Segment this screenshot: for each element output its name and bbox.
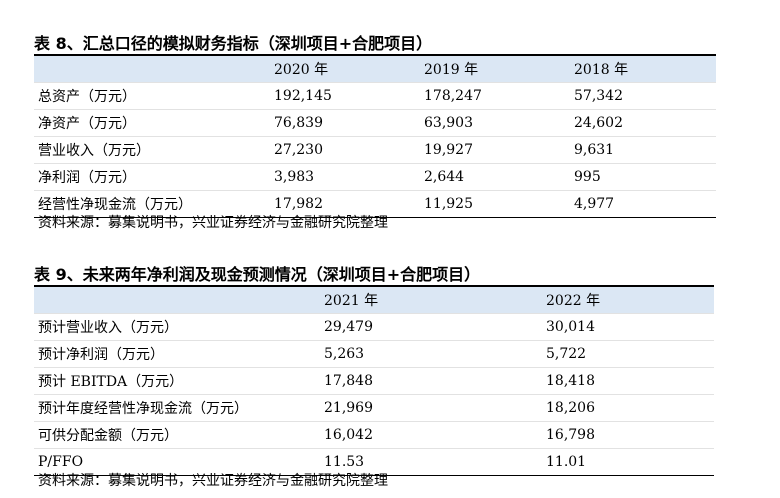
- table-row: 经营性净现金流（万元） 17,982 11,925 4,977: [34, 190, 716, 218]
- row-label: 可供分配金额（万元）: [34, 421, 324, 449]
- table-cell: 16,042: [324, 421, 546, 449]
- row-label: 预计营业收入（万元）: [34, 313, 324, 341]
- row-label: 预计 EBITDA（万元）: [34, 367, 324, 395]
- table-header-row: 2020 年 2019 年 2018 年: [34, 55, 716, 83]
- table-cell: 3,983: [274, 163, 424, 191]
- table-cell: 18,418: [546, 367, 714, 395]
- table-cell: 2022 年: [546, 286, 714, 314]
- table-9-title: 表 9、未来两年净利润及现金预测情况（深圳项目+合肥项目）: [34, 265, 481, 284]
- table-cell: 29,479: [324, 313, 546, 341]
- table-cell: 995: [574, 163, 716, 191]
- table-cell: 57,342: [574, 82, 716, 110]
- table-row: 净资产（万元） 76,839 63,903 24,602: [34, 109, 716, 137]
- table-row: P/FFO 11.53 11.01: [34, 448, 714, 476]
- row-label: 净利润（万元）: [34, 163, 274, 191]
- table-row: 预计年度经营性净现金流（万元） 21,969 18,206: [34, 394, 714, 422]
- row-label: P/FFO: [34, 448, 324, 476]
- table-cell: 11,925: [424, 190, 574, 218]
- table-row: 总资产（万元） 192,145 178,247 57,342: [34, 82, 716, 110]
- row-label: [34, 55, 274, 83]
- table-cell: 2019 年: [424, 55, 574, 83]
- table-row: 预计营业收入（万元） 29,479 30,014: [34, 313, 714, 341]
- table-cell: 21,969: [324, 394, 546, 422]
- table-8-title: 表 8、汇总口径的模拟财务指标（深圳项目+合肥项目）: [34, 34, 433, 53]
- table-cell: 18,206: [546, 394, 714, 422]
- table-header-row: 2021 年 2022 年: [34, 286, 714, 314]
- table-cell: 11.53: [324, 448, 546, 476]
- table-row: 净利润（万元） 3,983 2,644 995: [34, 163, 716, 191]
- row-label: 预计净利润（万元）: [34, 340, 324, 368]
- table-cell: 9,631: [574, 136, 716, 164]
- row-label: 经营性净现金流（万元）: [34, 190, 274, 218]
- table-9: 2021 年 2022 年预计营业收入（万元） 29,479 30,014 预计净利润（…: [34, 285, 714, 476]
- table-cell: 5,722: [546, 340, 714, 368]
- table-cell: 19,927: [424, 136, 574, 164]
- table-cell: 16,798: [546, 421, 714, 449]
- table-row: 营业收入（万元） 27,230 19,927 9,631: [34, 136, 716, 164]
- row-label: 总资产（万元）: [34, 82, 274, 110]
- table-cell: 17,982: [274, 190, 424, 218]
- table-cell: 63,903: [424, 109, 574, 137]
- table-cell: 2,644: [424, 163, 574, 191]
- table-row: 可供分配金额（万元） 16,042 16,798: [34, 421, 714, 449]
- row-label: [34, 286, 324, 314]
- row-label: 净资产（万元）: [34, 109, 274, 137]
- table-cell: 4,977: [574, 190, 716, 218]
- table-8-source-note: 资料来源：募集说明书，兴业证券经济与金融研究院整理: [38, 215, 388, 231]
- table-cell: 2020 年: [274, 55, 424, 83]
- table-row: 预计净利润（万元） 5,263 5,722: [34, 340, 714, 368]
- table-cell: 2021 年: [324, 286, 546, 314]
- table-row: 预计 EBITDA（万元） 17,848 18,418: [34, 367, 714, 395]
- table-8: 2020 年 2019 年 2018 年总资产（万元） 192,145 178,247 5…: [34, 54, 716, 218]
- table-cell: 17,848: [324, 367, 546, 395]
- table-cell: 76,839: [274, 109, 424, 137]
- table-cell: 2018 年: [574, 55, 716, 83]
- table-cell: 5,263: [324, 340, 546, 368]
- table-9-source-note: 资料来源：募集说明书，兴业证券经济与金融研究院整理: [38, 473, 388, 489]
- row-label: 营业收入（万元）: [34, 136, 274, 164]
- row-label: 预计年度经营性净现金流（万元）: [34, 394, 324, 422]
- table-cell: 11.01: [546, 448, 714, 476]
- table-cell: 24,602: [574, 109, 716, 137]
- table-cell: 178,247: [424, 82, 574, 110]
- table-cell: 27,230: [274, 136, 424, 164]
- table-cell: 192,145: [274, 82, 424, 110]
- table-cell: 30,014: [546, 313, 714, 341]
